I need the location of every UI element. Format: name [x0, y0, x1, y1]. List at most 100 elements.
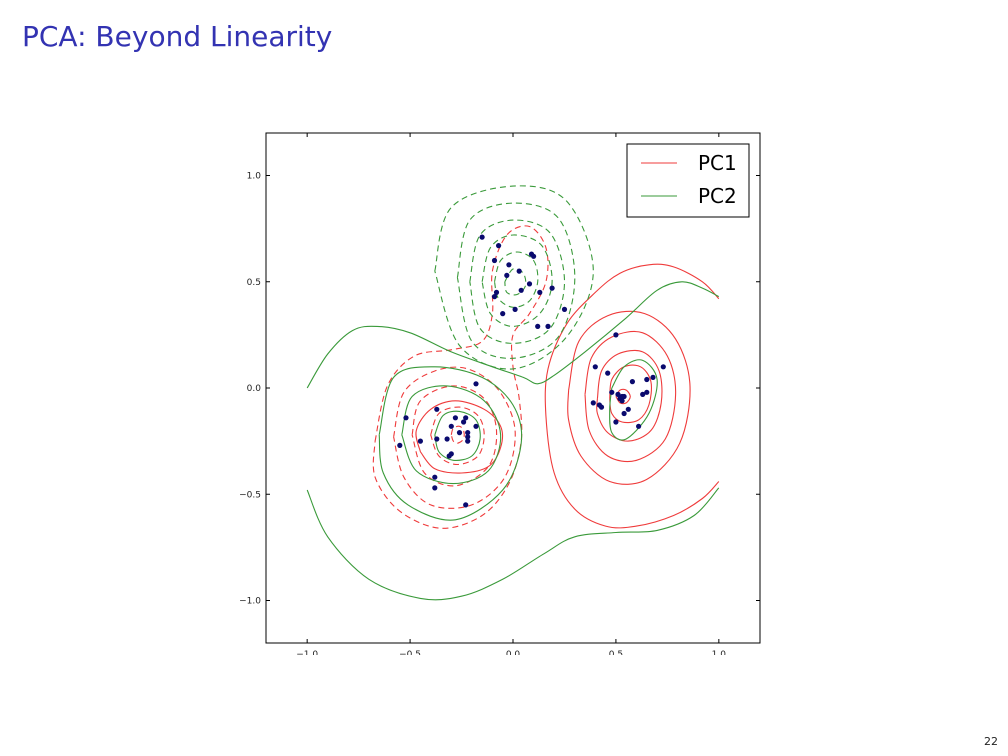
data-point	[613, 419, 619, 425]
data-point	[456, 430, 463, 436]
pc1-contour-line	[415, 400, 503, 474]
page-number: 22	[984, 735, 998, 748]
data-point	[417, 438, 423, 444]
data-point	[506, 262, 512, 268]
contour-plot: −1.0 −0.5 0.0 0.5 1.0 −1.0 −0.5 0.0 0.5 1.0 PC1 P…	[239, 132, 761, 655]
data-point	[549, 285, 555, 291]
data-point	[496, 243, 502, 249]
pc1-contour-line	[615, 388, 631, 405]
slide-title: PCA: Beyond Linearity	[22, 20, 333, 53]
data-point	[621, 410, 627, 417]
data-point	[518, 287, 524, 293]
y-tick-label: 0.5	[247, 278, 261, 288]
data-point	[592, 364, 598, 370]
data-point	[545, 323, 551, 329]
y-tick-label: 0.0	[247, 384, 262, 394]
data-point	[432, 474, 438, 480]
data-point	[537, 289, 543, 295]
data-point	[535, 323, 541, 329]
data-point	[619, 398, 625, 404]
pc1-contour-line	[609, 364, 653, 424]
y-tick-label: −1.0	[239, 597, 261, 607]
data-point	[465, 434, 471, 440]
y-tick-label: 1.0	[247, 172, 262, 182]
pc1-contour-line	[393, 366, 516, 509]
data-point	[491, 294, 498, 300]
data-point	[461, 419, 467, 425]
data-point	[516, 268, 522, 274]
data-point	[650, 374, 656, 380]
pc2-contour-line	[306, 281, 720, 389]
data-point	[512, 306, 518, 312]
legend-label-pc2: PC2	[698, 184, 737, 208]
pc1-contour-line	[596, 349, 663, 442]
pc2-contour-line	[609, 359, 658, 441]
data-point	[491, 257, 498, 264]
data-point	[613, 332, 619, 338]
pc1-contour-line	[584, 330, 677, 463]
x-tick-label: 0.5	[609, 650, 623, 655]
data-point	[625, 406, 631, 412]
data-point	[463, 502, 469, 508]
data-point	[640, 391, 646, 397]
pc1-contour-line	[372, 225, 549, 529]
pc1-contour-line	[544, 263, 720, 529]
axis-ticks: −1.0 −0.5 0.0 0.5 1.0 −1.0 −0.5 0.0 0.5 1.0	[239, 133, 760, 655]
data-point	[504, 272, 510, 278]
data-point	[531, 253, 537, 259]
pc2-contour-line	[401, 385, 502, 485]
data-point	[465, 438, 471, 444]
contour-lines	[306, 185, 720, 601]
legend-box	[626, 143, 750, 218]
pc2-contour-line	[434, 410, 481, 462]
pc1-contour-line	[450, 425, 465, 444]
data-point	[397, 442, 403, 448]
legend: PC1 PC2	[626, 143, 750, 218]
data-point	[432, 485, 438, 491]
data-point	[644, 389, 650, 395]
data-point	[446, 453, 452, 459]
data-point	[448, 423, 454, 429]
data-point	[526, 281, 533, 287]
y-tick-label: −0.5	[239, 490, 261, 500]
pc2-contour-line	[434, 185, 594, 370]
pc1-contour-line	[430, 406, 485, 466]
data-point	[561, 306, 568, 312]
data-point	[473, 381, 479, 387]
data-point	[598, 404, 605, 410]
data-point	[473, 423, 479, 429]
x-tick-label: 1.0	[712, 650, 727, 655]
data-point	[605, 370, 611, 376]
pc2-contour-line	[481, 234, 553, 327]
pc2-contour-line	[456, 202, 576, 359]
data-point	[463, 415, 469, 421]
x-tick-label: −1.0	[296, 650, 318, 655]
data-point	[403, 415, 409, 421]
legend-label-pc1: PC1	[698, 151, 737, 175]
data-point	[444, 436, 450, 442]
pc2-contour-line	[504, 268, 527, 296]
pc2-contour-line	[469, 219, 566, 344]
data-point	[500, 311, 506, 317]
data-point	[644, 376, 650, 383]
data-point	[493, 289, 500, 295]
pc1-contour-line	[567, 310, 691, 485]
data-point	[621, 393, 627, 400]
pc2-contour-line	[306, 487, 720, 601]
data-point	[636, 423, 642, 429]
data-point	[609, 389, 615, 395]
data-point	[434, 436, 440, 442]
x-tick-label: −0.5	[399, 650, 421, 655]
data-point	[479, 234, 485, 240]
data-point	[590, 400, 596, 406]
x-tick-label: 0.0	[506, 650, 521, 655]
pc2-contour-line	[493, 251, 539, 308]
pc2-contour-line	[378, 366, 523, 521]
data-points	[397, 234, 666, 508]
data-point	[452, 415, 458, 421]
data-point	[434, 406, 440, 412]
data-point	[660, 364, 666, 370]
data-point	[615, 391, 621, 397]
data-point	[629, 379, 635, 385]
data-point	[465, 430, 471, 436]
